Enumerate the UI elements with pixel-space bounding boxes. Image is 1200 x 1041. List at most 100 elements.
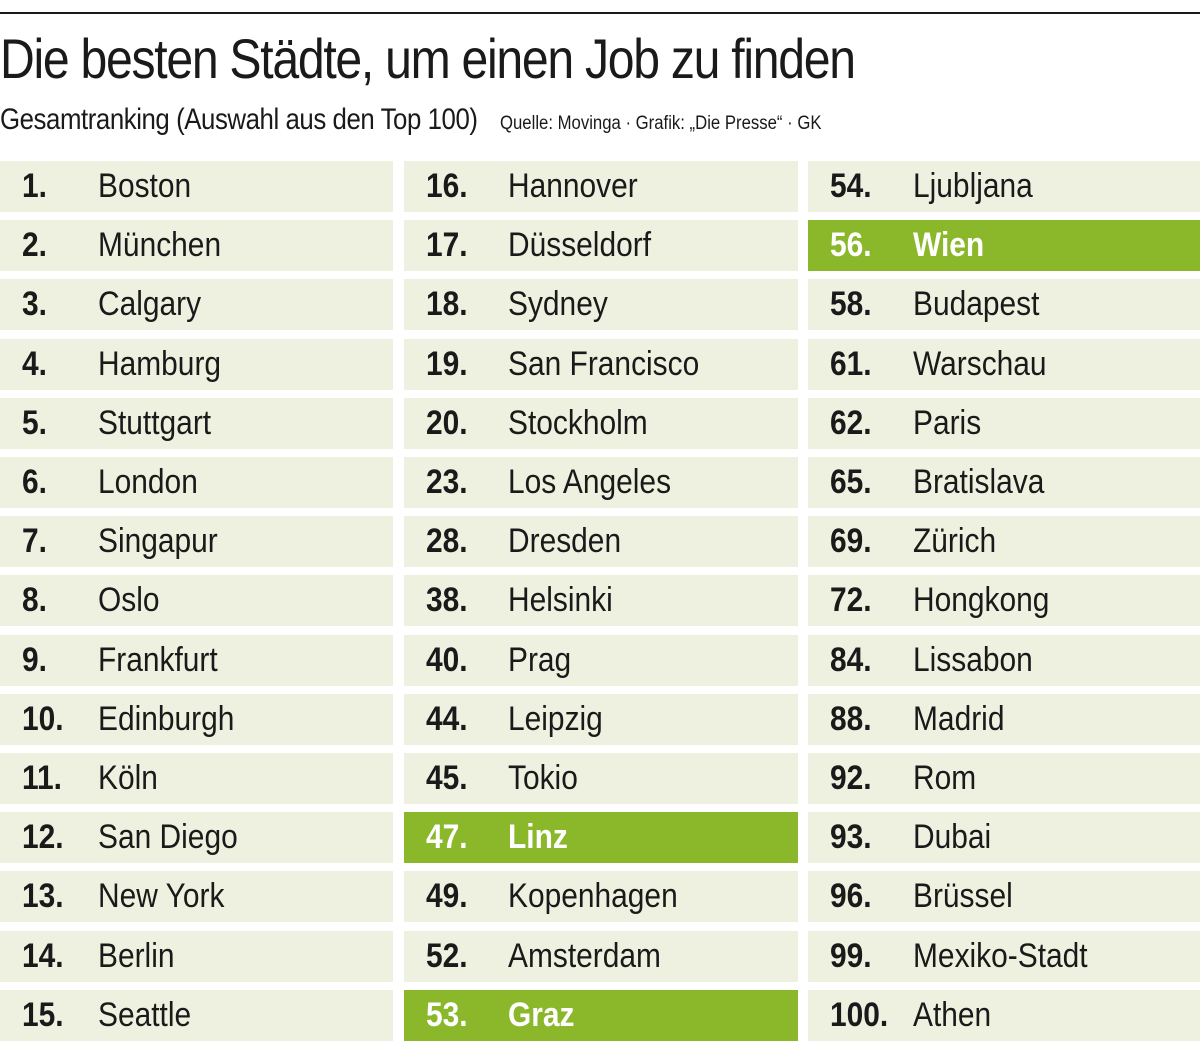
table-row-highlighted: 56. Wien	[808, 220, 1200, 271]
city-name: Dresden	[508, 522, 622, 560]
rank-number: 93.	[830, 818, 872, 856]
table-row: 18. Sydney	[404, 279, 798, 330]
rank-number: 8.	[22, 581, 47, 619]
rank-number: 92.	[830, 759, 872, 797]
rank-number: 49.	[426, 877, 468, 915]
rank-number: 54.	[830, 167, 872, 205]
rank-number: 20.	[426, 404, 468, 442]
rank-number: 44.	[426, 700, 468, 738]
rank-number: 100.	[830, 996, 889, 1034]
city-name: London	[98, 463, 198, 501]
city-name: Ljubljana	[913, 167, 1033, 205]
rank-number: 65.	[830, 463, 872, 501]
table-row: 61. Warschau	[808, 339, 1200, 390]
city-name: Budapest	[913, 285, 1040, 323]
city-name: Stuttgart	[98, 404, 212, 442]
table-row: 1. Boston	[0, 161, 393, 212]
city-name: Seattle	[98, 996, 192, 1034]
table-row: 6. London	[0, 457, 393, 508]
city-name: Madrid	[913, 700, 1005, 738]
rank-number: 12.	[22, 818, 64, 856]
table-row: 88. Madrid	[808, 694, 1200, 745]
ranking-table: 1. Boston 2. München 3. Calgary 4. Hamburg 5. Stu…	[0, 161, 1200, 1041]
city-name: Hannover	[508, 167, 638, 205]
rank-number: 18.	[426, 285, 468, 323]
city-name: Prag	[508, 641, 572, 679]
rank-number: 53.	[426, 996, 468, 1034]
rank-number: 13.	[22, 877, 64, 915]
city-name: Warschau	[913, 345, 1047, 383]
table-row: 17. Düsseldorf	[404, 220, 798, 271]
rank-number: 99.	[830, 937, 872, 975]
table-row: 11. Köln	[0, 753, 393, 804]
table-row: 96. Brüssel	[808, 871, 1200, 922]
city-name: Hamburg	[98, 345, 222, 383]
table-row: 14. Berlin	[0, 931, 393, 982]
city-name: Los Angeles	[508, 463, 672, 501]
rank-number: 5.	[22, 404, 47, 442]
table-row: 58. Budapest	[808, 279, 1200, 330]
table-row: 44. Leipzig	[404, 694, 798, 745]
city-name: Graz	[508, 996, 575, 1034]
city-name: Köln	[98, 759, 158, 797]
table-row: 5. Stuttgart	[0, 398, 393, 449]
city-name: Singapur	[98, 522, 218, 560]
rank-number: 16.	[426, 167, 468, 205]
table-row: 15. Seattle	[0, 990, 393, 1041]
table-row: 2. München	[0, 220, 393, 271]
rank-number: 96.	[830, 877, 872, 915]
city-name: San Francisco	[508, 345, 700, 383]
rank-number: 38.	[426, 581, 468, 619]
table-row: 92. Rom	[808, 753, 1200, 804]
table-row: 100. Athen	[808, 990, 1200, 1041]
city-name: Lissabon	[913, 641, 1033, 679]
rank-number: 3.	[22, 285, 47, 323]
city-name: Dubai	[913, 818, 992, 856]
city-name: Bratislava	[913, 463, 1045, 501]
table-row: 13. New York	[0, 871, 393, 922]
rank-number: 4.	[22, 345, 47, 383]
city-name: Amsterdam	[508, 937, 661, 975]
table-row: 7. Singapur	[0, 516, 393, 567]
table-row: 28. Dresden	[404, 516, 798, 567]
city-name: San Diego	[98, 818, 238, 856]
city-name: Tokio	[508, 759, 578, 797]
table-row: 3. Calgary	[0, 279, 393, 330]
city-name: Zürich	[913, 522, 997, 560]
city-name: Linz	[508, 818, 568, 856]
table-row: 99. Mexiko-Stadt	[808, 931, 1200, 982]
rank-number: 14.	[22, 937, 64, 975]
rank-number: 1.	[22, 167, 47, 205]
rank-number: 28.	[426, 522, 468, 560]
table-row: 19. San Francisco	[404, 339, 798, 390]
table-row: 16. Hannover	[404, 161, 798, 212]
city-name: Oslo	[98, 581, 160, 619]
city-name: Boston	[98, 167, 192, 205]
rank-number: 9.	[22, 641, 47, 679]
city-name: Stockholm	[508, 404, 648, 442]
table-row: 23. Los Angeles	[404, 457, 798, 508]
table-row: 38. Helsinki	[404, 575, 798, 626]
table-row-highlighted: 53. Graz	[404, 990, 798, 1041]
city-name: München	[98, 226, 222, 264]
rank-number: 2.	[22, 226, 47, 264]
city-name: Hongkong	[913, 581, 1050, 619]
table-row: 84. Lissabon	[808, 635, 1200, 686]
table-row: 65. Bratislava	[808, 457, 1200, 508]
city-name: Berlin	[98, 937, 175, 975]
rank-number: 40.	[426, 641, 468, 679]
table-row: 49. Kopenhagen	[404, 871, 798, 922]
table-row: 40. Prag	[404, 635, 798, 686]
top-rule	[0, 12, 1200, 14]
rank-number: 61.	[830, 345, 872, 383]
city-name: Edinburgh	[98, 700, 235, 738]
rank-number: 72.	[830, 581, 872, 619]
table-row: 62. Paris	[808, 398, 1200, 449]
city-name: Düsseldorf	[508, 226, 652, 264]
rank-number: 11.	[22, 759, 62, 797]
rank-number: 19.	[426, 345, 468, 383]
rank-number: 15.	[22, 996, 64, 1034]
rank-number: 23.	[426, 463, 468, 501]
city-name: Athen	[913, 996, 992, 1034]
rank-number: 69.	[830, 522, 872, 560]
